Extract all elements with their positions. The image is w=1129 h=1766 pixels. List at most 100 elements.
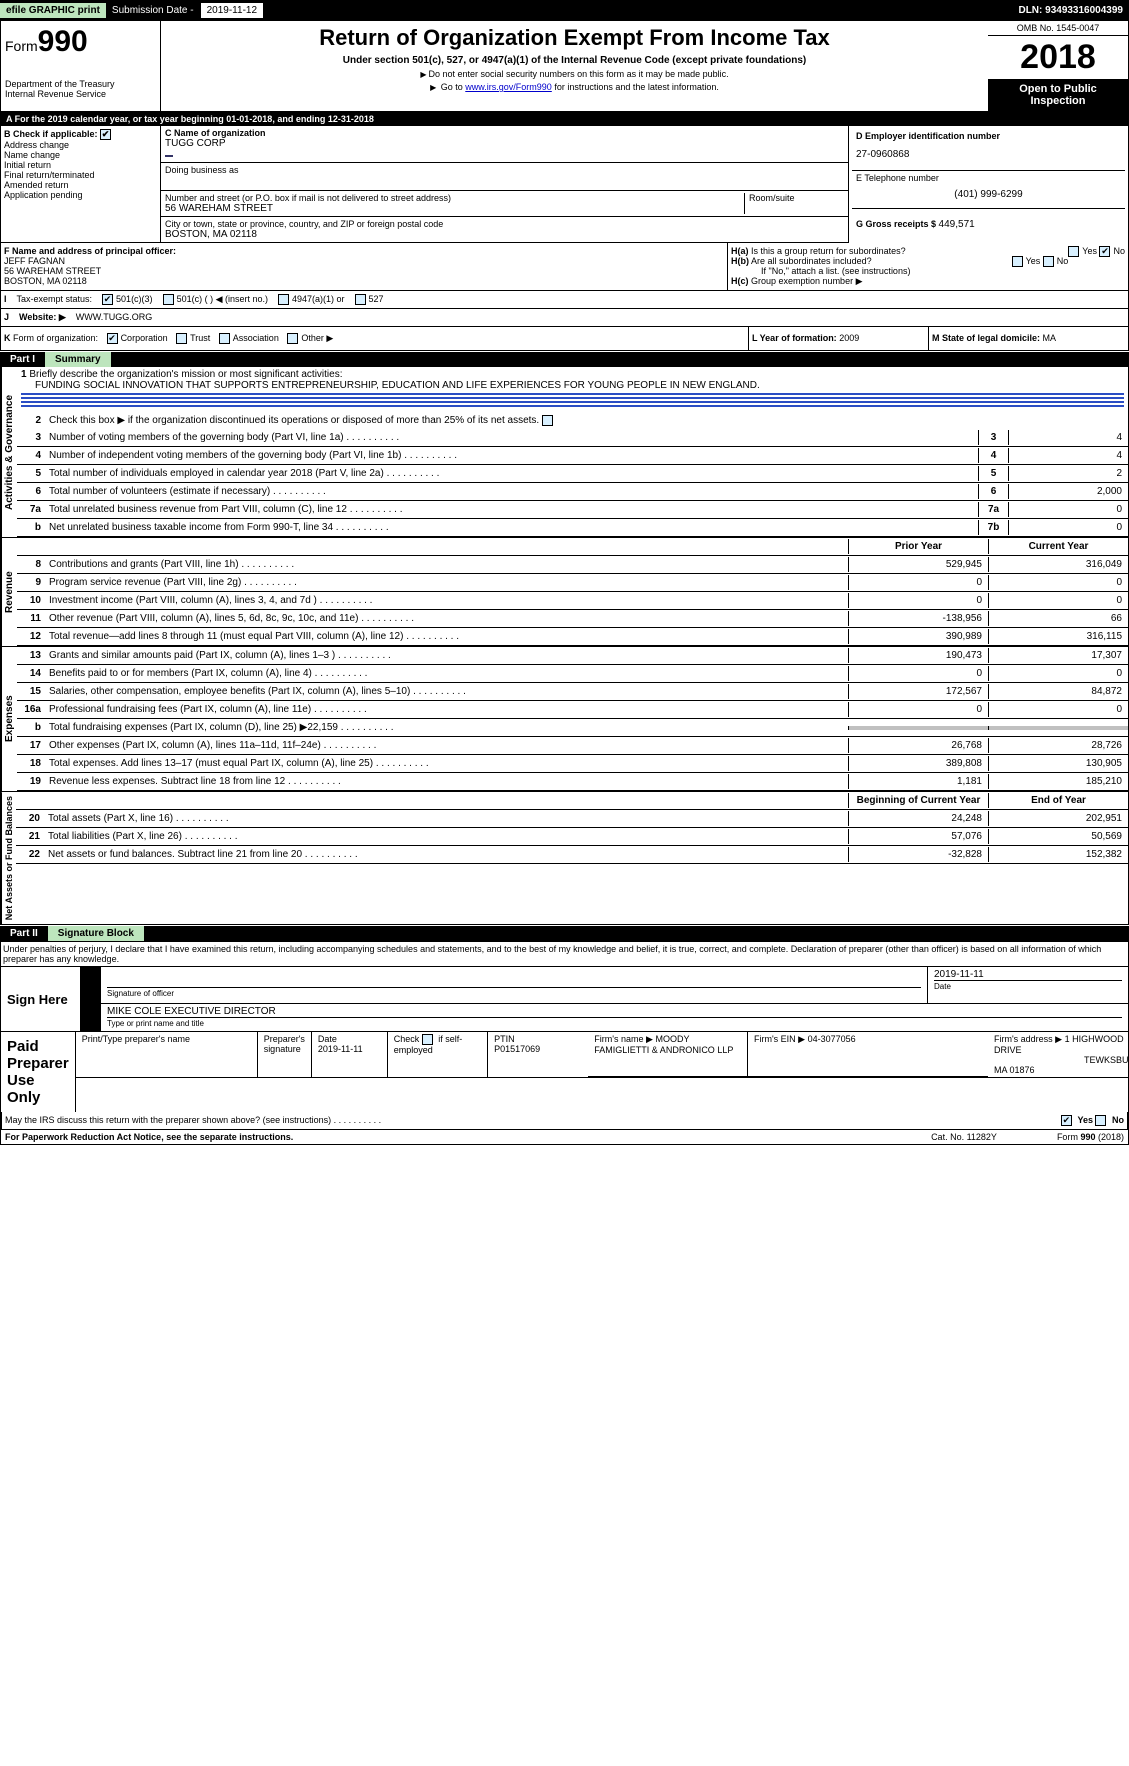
sum-line: Total expenses. Add lines 13–17 (must eq… <box>45 756 848 771</box>
typed-label: Type or print name and title <box>107 1017 1122 1028</box>
sum-line: Professional fundraising fees (Part IX, … <box>45 702 848 717</box>
checkbox-icon[interactable] <box>1068 246 1079 257</box>
checkbox-icon[interactable] <box>422 1034 433 1045</box>
sum-line: Other expenses (Part IX, column (A), lin… <box>45 738 848 753</box>
chk-amended: Amended return <box>4 180 157 190</box>
sum-line: Number of independent voting members of … <box>45 448 978 463</box>
gross-receipts: 449,571 <box>939 219 975 230</box>
sum-line: Total liabilities (Part X, line 26) <box>44 829 848 844</box>
ein: 27-0960868 <box>856 141 1121 168</box>
checkbox-icon[interactable] <box>176 333 187 344</box>
sum-line: Other revenue (Part VIII, column (A), li… <box>45 611 848 626</box>
street-label: Number and street (or P.O. box if mail i… <box>165 193 744 203</box>
firm-ein: 04-3077056 <box>808 1034 856 1044</box>
g-label: G Gross receipts $ <box>856 219 939 229</box>
checkbox-icon[interactable] <box>219 333 230 344</box>
current-val: 50,569 <box>988 829 1128 844</box>
schedule-o-icon[interactable] <box>165 155 173 157</box>
sum-line: Total assets (Part X, line 16) <box>44 811 848 826</box>
checkbox-icon[interactable] <box>102 294 113 305</box>
website: WWW.TUGG.ORG <box>76 312 153 323</box>
side-revenue: Revenue <box>1 538 17 646</box>
current-val: 316,115 <box>988 629 1128 644</box>
prior-val: 1,181 <box>848 774 988 789</box>
self-emp-label: Check if self-employed <box>394 1034 463 1055</box>
checkbox-icon[interactable] <box>100 129 111 140</box>
sum-val: 0 <box>1008 502 1128 517</box>
current-val: 0 <box>988 666 1128 681</box>
topbar: efile GRAPHIC print Submission Date - 20… <box>0 0 1129 20</box>
prior-val: 529,945 <box>848 557 988 572</box>
checkbox-icon[interactable] <box>278 294 289 305</box>
footer: For Paperwork Reduction Act Notice, see … <box>1 1130 1128 1144</box>
chk-name: Name change <box>4 150 157 160</box>
sum-line: Net unrelated business taxable income fr… <box>45 520 978 535</box>
summary-activities: Activities & Governance 1 Briefly descri… <box>0 367 1129 538</box>
checkbox-icon[interactable] <box>1099 246 1110 257</box>
summary-netassets: Net Assets or Fund Balances Beginning of… <box>0 792 1129 925</box>
sum-val: 2 <box>1008 466 1128 481</box>
ptin-label: PTIN <box>494 1034 515 1044</box>
current-val <box>988 726 1128 730</box>
prior-val: -32,828 <box>848 847 988 862</box>
checkbox-icon[interactable] <box>1061 1115 1072 1126</box>
e-label: E Telephone number <box>856 173 1121 183</box>
checkbox-icon[interactable] <box>163 294 174 305</box>
sum-line: Net assets or fund balances. Subtract li… <box>44 847 848 862</box>
prior-val: 172,567 <box>848 684 988 699</box>
prior-val: 0 <box>848 575 988 590</box>
c-name-label: C Name of organization <box>165 128 844 138</box>
arrow-icon <box>81 1004 101 1031</box>
year-formation: 2009 <box>839 333 859 343</box>
side-activities: Activities & Governance <box>1 367 17 537</box>
checkbox-icon[interactable] <box>1012 256 1023 267</box>
street: 56 WAREHAM STREET <box>165 203 744 214</box>
irs-link[interactable]: www.irs.gov/Form990 <box>465 82 552 92</box>
f-label: F Name and address of principal officer: <box>4 246 724 256</box>
box-b-label: B Check if applicable: <box>4 129 157 140</box>
form-ref: Form 990 (2018) <box>1057 1132 1124 1142</box>
checkbox-icon[interactable] <box>1043 256 1054 267</box>
sum-line: Total revenue—add lines 8 through 11 (mu… <box>45 629 848 644</box>
h-c: H(c) Group exemption number ▶ <box>731 276 1125 287</box>
h-b: H(b) Are all subordinates included? Yes … <box>731 256 1125 266</box>
room-label: Room/suite <box>749 193 844 203</box>
prep-sig-label: Preparer's signature <box>258 1032 312 1077</box>
checkbox-icon[interactable] <box>107 333 118 344</box>
current-val: 152,382 <box>988 847 1128 862</box>
sum-line: Total number of volunteers (estimate if … <box>45 484 978 499</box>
sig-officer-label: Signature of officer <box>107 987 921 998</box>
side-expenses: Expenses <box>1 647 17 791</box>
prior-val: 0 <box>848 593 988 608</box>
checkbox-icon[interactable] <box>355 294 366 305</box>
open-inspection: Open to Public Inspection <box>988 79 1128 111</box>
sum-line: Grants and similar amounts paid (Part IX… <box>45 648 848 663</box>
side-net: Net Assets or Fund Balances <box>1 792 16 924</box>
prior-val <box>848 726 988 730</box>
sum-val: 4 <box>1008 430 1128 445</box>
current-val: 84,872 <box>988 684 1128 699</box>
firm-addr2: TEWKSBURY, MA 01876 <box>994 1055 1129 1075</box>
checkbox-icon[interactable] <box>287 333 298 344</box>
submission-label: Submission Date - <box>106 3 200 18</box>
city-label: City or town, state or province, country… <box>165 219 844 229</box>
sum-line: Benefits paid to or for members (Part IX… <box>45 666 848 681</box>
sum-val: 2,000 <box>1008 484 1128 499</box>
mission: FUNDING SOCIAL INNOVATION THAT SUPPORTS … <box>21 380 1124 391</box>
checkbox-icon[interactable] <box>1095 1115 1106 1126</box>
checkbox-icon[interactable] <box>542 415 553 426</box>
sum-line: Program service revenue (Part VIII, line… <box>45 575 848 590</box>
sign-here-block: Sign Here Signature of officer 2019-11-1… <box>0 966 1129 1145</box>
firm-addr-label: Firm's address ▶ <box>994 1034 1062 1044</box>
chk-address: Address change <box>4 140 157 150</box>
arrow-icon <box>81 967 101 1003</box>
sig-date-label: Date <box>934 980 1122 991</box>
officer-street: 56 WAREHAM STREET <box>4 266 724 276</box>
chk-initial: Initial return <box>4 160 157 170</box>
col-boy: Beginning of Current Year <box>848 793 988 808</box>
col-eoy: End of Year <box>988 793 1128 808</box>
prior-val: 389,808 <box>848 756 988 771</box>
h-a: H(a) Is this a group return for subordin… <box>731 246 1125 256</box>
sum-line: Investment income (Part VIII, column (A)… <box>45 593 848 608</box>
dept: Department of the Treasury Internal Reve… <box>5 79 156 99</box>
